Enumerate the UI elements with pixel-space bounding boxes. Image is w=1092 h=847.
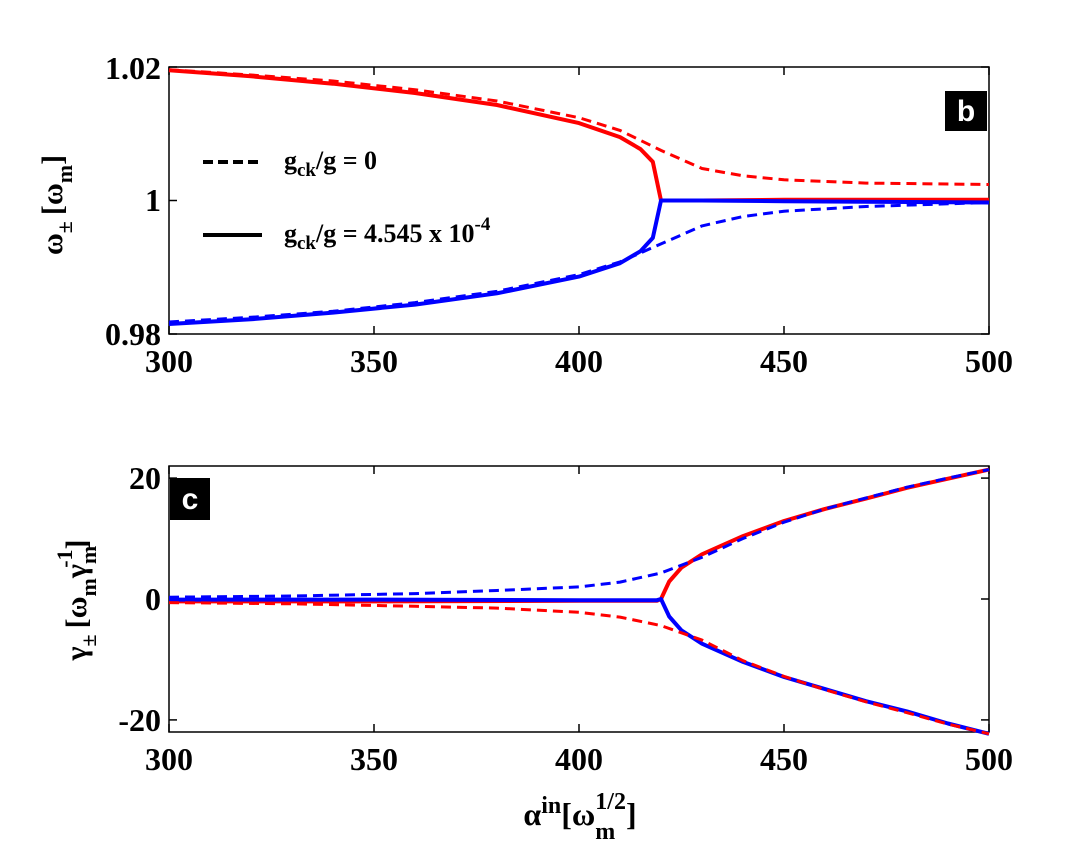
- panel-b-y-axis-label: ω±[ωm]: [36, 155, 77, 255]
- y-tick-label: 0: [145, 581, 161, 617]
- x-tick-label: 300: [145, 741, 193, 777]
- y-tick-label: 1: [145, 182, 161, 218]
- series-line-dashed-blue: [168, 468, 990, 599]
- panel-b-y-tick-labels: 0.98 1 1.02: [105, 50, 161, 352]
- panel-c-tag: c: [170, 478, 210, 520]
- panel-b-legend: gck/g = 0 gck/g = 4.545 x 10-4: [203, 146, 491, 254]
- panel-c-x-axis-label: αin[ωm1/2]: [523, 789, 636, 845]
- panel-c-x-tick-labels: 300 350 400 450 500: [145, 741, 1013, 777]
- panel-c-y-tick-labels: -20 0 20: [118, 460, 161, 738]
- panel-b-tag-text: b: [957, 95, 975, 128]
- panel-c: 300 350 400 450 500 -20 0 20 c γ±[ωmγm-1…: [52, 460, 1013, 845]
- y-tick-label: -20: [118, 702, 161, 738]
- y-tick-label: 20: [129, 460, 161, 496]
- x-tick-label: 500: [965, 343, 1013, 379]
- panel-c-y-axis-label: γ±[ωmγm-1]: [52, 539, 101, 661]
- x-tick-label: 350: [350, 343, 398, 379]
- x-tick-label: 350: [350, 741, 398, 777]
- series-line-solid-blue: [169, 597, 990, 736]
- x-tick-label: 450: [760, 741, 808, 777]
- legend-entry-solid: gck/g = 4.545 x 10-4: [284, 214, 491, 254]
- legend-entry-dashed: gck/g = 0: [284, 146, 377, 181]
- series-line-dashed-blue: [168, 201, 990, 324]
- panel-b-tag: b: [945, 91, 987, 131]
- x-tick-label: 500: [965, 741, 1013, 777]
- series-line-dashed-red: [168, 68, 990, 186]
- series-line-dashed-red: [168, 601, 990, 736]
- x-tick-label: 450: [760, 343, 808, 379]
- x-tick-label: 400: [555, 741, 603, 777]
- y-tick-label: 0.98: [105, 316, 161, 352]
- panel-c-series: [168, 467, 990, 736]
- x-tick-label: 400: [555, 343, 603, 379]
- panel-c-tag-text: c: [182, 483, 199, 516]
- panel-b-x-tick-labels: 300 350 400 450 500: [145, 343, 1013, 379]
- y-tick-label: 1.02: [105, 50, 161, 86]
- panel-b-series: [168, 68, 990, 326]
- x-tick-label: 300: [145, 343, 193, 379]
- panel-b: 300 350 400 450 500 0.98 1 1.02 b gck/g …: [36, 50, 1013, 379]
- panel-b-y-axis-label-text: ω±[ωm]: [36, 155, 77, 255]
- panel-c-y-axis-label-text: γ±[ωmγm-1]: [52, 539, 101, 661]
